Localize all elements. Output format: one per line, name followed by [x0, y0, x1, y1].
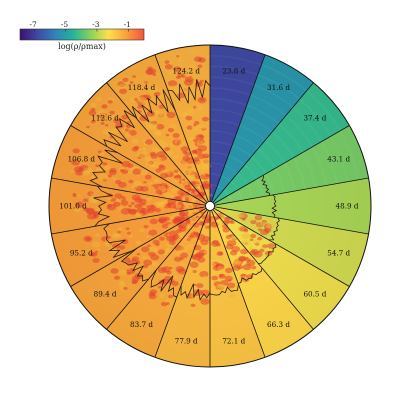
- colorbar-tick-label: -5: [61, 20, 69, 29]
- wedge-time-label: 43.1 d: [327, 155, 350, 164]
- center-hole: [205, 201, 215, 211]
- colorbar-tick-label: -7: [29, 20, 37, 29]
- wedge-time-label: 48.9 d: [336, 202, 359, 211]
- wedge-time-label: 124.2 d: [172, 67, 200, 76]
- wedge-time-label: 23.8 d: [222, 67, 245, 76]
- wedge-time-label: 31.6 d: [267, 83, 290, 92]
- wedge-time-label: 101.0 d: [59, 202, 87, 211]
- wedge-time-label: 60.5 d: [303, 290, 326, 299]
- wedge-time-label: 106.8 d: [68, 155, 96, 164]
- wedge-time-label: 66.3 d: [267, 320, 290, 329]
- colorbar: -7 -5 -3 -1 log(ρ/ρmax): [19, 20, 145, 51]
- wedge-time-label: 72.1 d: [222, 336, 245, 345]
- wedge-time-label: 83.7 d: [130, 320, 153, 329]
- wedge-time-label: 95.2 d: [70, 248, 93, 257]
- colorbar-tick-label: -3: [92, 20, 100, 29]
- time-labels: 23.8 d 31.6 d 37.4 d 43.1 d 48.9 d 54.7 d 60.5…: [59, 67, 359, 346]
- wedge-time-label: 118.4 d: [128, 83, 156, 92]
- colorbar-label: log(ρ/ρmax): [58, 42, 106, 51]
- wedge-time-label: 54.7 d: [327, 248, 350, 257]
- spoke-lines: [48, 44, 372, 368]
- wedge-time-label: 77.9 d: [175, 336, 198, 345]
- wedge-time-label: 37.4 d: [303, 113, 326, 122]
- colorbar-tick-label: -1: [124, 20, 131, 29]
- wedge-time-label: 89.4 d: [94, 290, 117, 299]
- colorbar-gradient: [19, 28, 145, 41]
- wedge-time-label: 112.6 d: [91, 113, 119, 122]
